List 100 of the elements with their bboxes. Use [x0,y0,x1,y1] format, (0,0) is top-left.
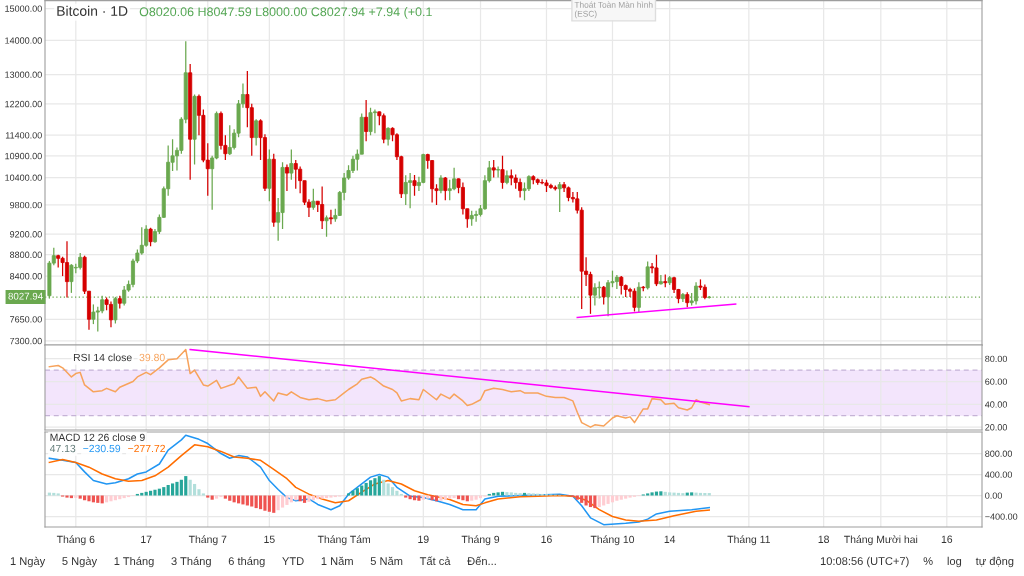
bar [65,495,69,498]
bar [390,487,395,496]
y-tick-label: 12200.00 [5,100,42,108]
y-tick-label: 0.00 [985,492,1002,499]
bar [672,492,676,496]
y-tick-label: 80.00 [985,355,1008,363]
bar [368,480,373,496]
bar [703,492,707,496]
text: % [923,557,933,565]
candlestick [227,124,232,156]
bar [386,483,390,496]
bar [87,495,91,502]
bar [192,483,197,496]
bar [175,481,179,496]
bar [624,495,628,499]
candlestick [496,165,501,179]
bar [140,492,144,496]
x-tick-label: 15 [264,535,275,543]
bar [157,488,161,496]
y-tick-label: 400.00 [984,471,1013,478]
bar [250,495,254,507]
bar [500,491,505,496]
bar [518,493,522,496]
bar [201,493,205,496]
bar [531,493,535,496]
candlestick [632,287,637,313]
text: Tất cả [419,556,451,566]
y-tick-label: 8400.00 [9,273,42,280]
candlestick [645,260,650,291]
candlestick [557,181,562,213]
chart-title: Bitcoin · 1D [57,5,128,16]
bar [681,493,685,496]
bar [527,493,531,496]
bar [690,492,694,496]
y-tick-label: 20.00 [985,424,1008,431]
bar [619,495,623,500]
bar [698,492,703,496]
y-tick-label: 13000.00 [5,71,42,78]
text: 10:08:56 (UTC+7) [820,556,909,568]
candlestick [619,275,624,296]
y-tick-label: 9200.00 [10,231,42,238]
bar [707,493,711,496]
bar [210,495,214,500]
bar [522,492,527,496]
bar [364,482,368,496]
bar [448,495,452,499]
candlestick [289,148,294,181]
candlestick [108,300,113,328]
text: Đến... [467,556,496,566]
text: 3 Tháng [171,556,211,568]
y-tick-label: 14000.00 [5,37,42,44]
line-series [48,348,711,428]
bar [258,495,263,510]
y-tick-label: 7300.00 [10,337,42,345]
bar [355,488,359,496]
text: 1 Tháng [114,556,154,568]
x-tick-label: 16 [541,535,552,543]
text: RSI 14 close [73,353,132,362]
candlestick [500,155,505,190]
candlestick [311,188,316,211]
bar [421,495,425,500]
bar [593,495,597,509]
bar [654,491,659,496]
bar [650,492,654,496]
candlestick [606,279,611,317]
x-tick-label: Tháng Tám [317,535,370,546]
annotation: Thoát Toàn Màn hình (ESC) [574,1,653,19]
x-tick-label: Tháng Mười hai [844,535,918,546]
bar [496,492,500,496]
y-tick-label: −400.00 [985,513,1018,520]
bar [267,495,271,512]
text: log [947,556,962,568]
x-tick-label: 14 [664,535,676,543]
candlestick [254,118,259,147]
y-tick-label: 9800.00 [10,201,42,209]
text: 6 tháng [228,556,265,568]
x-tick-label: Tháng 9 [461,535,500,546]
bar [78,495,82,499]
bar [360,485,364,496]
x-tick-label: 19 [418,535,429,543]
candlestick [403,174,408,206]
bar [580,495,584,503]
bar [272,495,276,513]
candlestick [328,209,333,225]
x-tick-label: 16 [941,535,953,543]
bar [184,476,188,496]
text: 1 Ngày [10,556,46,568]
bar [628,495,632,498]
annotation: 39.80 [139,353,165,362]
ref-line-label: 8027.94 [8,292,43,300]
bar [663,491,667,496]
bar [668,492,672,496]
bar [52,492,56,496]
bar [148,490,153,496]
bar [263,495,267,511]
bar [56,493,60,496]
annotation: −277.72 [128,444,165,453]
x-tick-label: Tháng 11 [727,535,770,546]
annotation: 47.13 [49,444,76,453]
x-tick-label: 18 [818,535,829,543]
